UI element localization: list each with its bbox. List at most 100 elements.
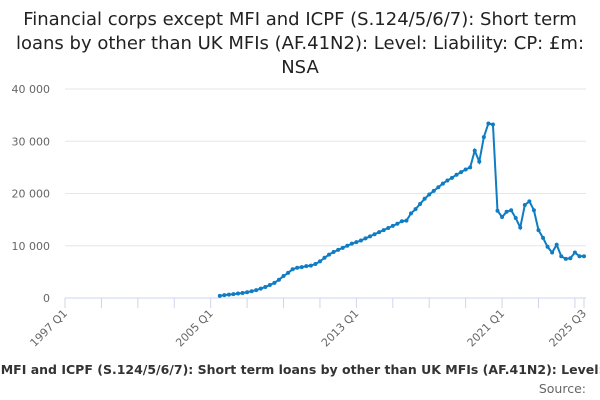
data-point bbox=[582, 254, 586, 259]
data-point bbox=[240, 291, 245, 296]
gridlines bbox=[65, 88, 586, 247]
data-point bbox=[295, 265, 300, 270]
data-point bbox=[381, 228, 386, 233]
data-point bbox=[345, 243, 350, 248]
data-point bbox=[327, 252, 332, 257]
caption-text: Financial corps except MFI and ICPF (S.1… bbox=[0, 362, 600, 377]
data-point bbox=[299, 265, 304, 270]
y-tick-label: 40 000 bbox=[12, 83, 51, 96]
y-tick-label: 10 000 bbox=[12, 240, 51, 253]
data-point bbox=[572, 250, 577, 255]
data-point bbox=[304, 264, 309, 269]
data-point bbox=[322, 255, 327, 260]
data-point bbox=[477, 159, 482, 164]
data-point bbox=[449, 175, 454, 180]
x-tick-label: 2013 Q1 bbox=[319, 307, 362, 350]
data-point bbox=[490, 122, 495, 127]
data-point bbox=[559, 254, 564, 259]
data-point bbox=[395, 221, 400, 226]
series bbox=[217, 121, 586, 298]
data-point bbox=[413, 207, 418, 212]
data-point bbox=[422, 196, 427, 201]
y-tick-label: 30 000 bbox=[12, 135, 51, 148]
data-point bbox=[536, 228, 541, 233]
data-point bbox=[440, 181, 445, 186]
data-point bbox=[386, 225, 391, 230]
data-point bbox=[554, 242, 559, 247]
chart-caption: Financial corps except MFI and ICPF (S.1… bbox=[0, 362, 600, 380]
data-point bbox=[481, 135, 486, 140]
data-point bbox=[522, 202, 527, 207]
data-point bbox=[236, 291, 240, 296]
data-point bbox=[290, 267, 295, 272]
data-point bbox=[472, 148, 477, 153]
data-point bbox=[541, 235, 546, 240]
data-point bbox=[377, 230, 382, 235]
data-point bbox=[409, 211, 413, 216]
data-point bbox=[222, 293, 227, 298]
data-point bbox=[445, 178, 450, 183]
source-label: Source: bbox=[538, 381, 586, 396]
x-axis: 1997 Q1 2005 Q1 2013 Q1 2021 Q1 2025 Q3 bbox=[28, 297, 590, 350]
data-point bbox=[363, 236, 368, 241]
chart-title: Financial corps except MFI and ICPF (S.1… bbox=[15, 9, 585, 78]
data-point bbox=[349, 241, 354, 246]
x-tick-label: 1997 Q1 bbox=[28, 307, 71, 350]
data-point bbox=[459, 170, 464, 175]
data-point bbox=[418, 201, 423, 206]
data-point bbox=[313, 262, 318, 267]
data-point bbox=[331, 250, 336, 255]
data-point bbox=[368, 234, 373, 239]
data-point bbox=[358, 238, 363, 243]
data-point bbox=[454, 172, 459, 177]
data-point bbox=[509, 208, 514, 213]
data-point bbox=[563, 256, 568, 261]
series-line bbox=[219, 122, 584, 297]
data-point bbox=[495, 208, 500, 213]
data-point bbox=[340, 245, 345, 250]
data-point bbox=[217, 293, 222, 298]
data-point bbox=[468, 165, 473, 170]
x-tick-label: 2025 Q3 bbox=[547, 307, 590, 350]
data-point bbox=[317, 259, 322, 264]
data-point bbox=[518, 225, 523, 230]
data-point bbox=[390, 223, 395, 228]
data-point bbox=[245, 290, 250, 295]
data-point bbox=[231, 292, 236, 297]
data-point bbox=[504, 209, 509, 214]
data-point bbox=[354, 240, 359, 245]
data-point bbox=[436, 185, 441, 190]
data-point bbox=[500, 215, 505, 220]
data-point bbox=[254, 288, 259, 293]
data-point bbox=[577, 254, 582, 259]
y-tick-label: 20 000 bbox=[12, 188, 51, 201]
data-point bbox=[399, 219, 404, 224]
data-point bbox=[258, 286, 263, 291]
data-point bbox=[267, 282, 272, 287]
data-point bbox=[281, 274, 286, 279]
data-point bbox=[308, 263, 313, 268]
data-point bbox=[272, 280, 277, 285]
y-tick-label: 0 bbox=[43, 292, 50, 305]
data-point bbox=[263, 285, 268, 290]
data-point bbox=[404, 218, 409, 223]
data-point bbox=[463, 167, 468, 172]
data-point bbox=[550, 250, 555, 255]
data-point bbox=[226, 292, 231, 297]
data-point bbox=[568, 256, 573, 261]
data-point bbox=[249, 289, 254, 294]
x-tick-label: 2021 Q1 bbox=[465, 307, 508, 350]
x-tick-label: 2005 Q1 bbox=[173, 307, 216, 350]
data-point bbox=[513, 216, 518, 221]
data-point bbox=[431, 188, 436, 193]
data-point bbox=[372, 232, 377, 237]
data-point bbox=[545, 244, 550, 249]
data-point bbox=[286, 270, 291, 275]
y-axis: 0 10 000 20 000 30 000 40 000 bbox=[12, 83, 51, 305]
data-point bbox=[527, 199, 532, 204]
data-point bbox=[531, 208, 536, 213]
data-point bbox=[336, 247, 341, 252]
data-point bbox=[427, 192, 432, 197]
data-point bbox=[486, 121, 491, 126]
